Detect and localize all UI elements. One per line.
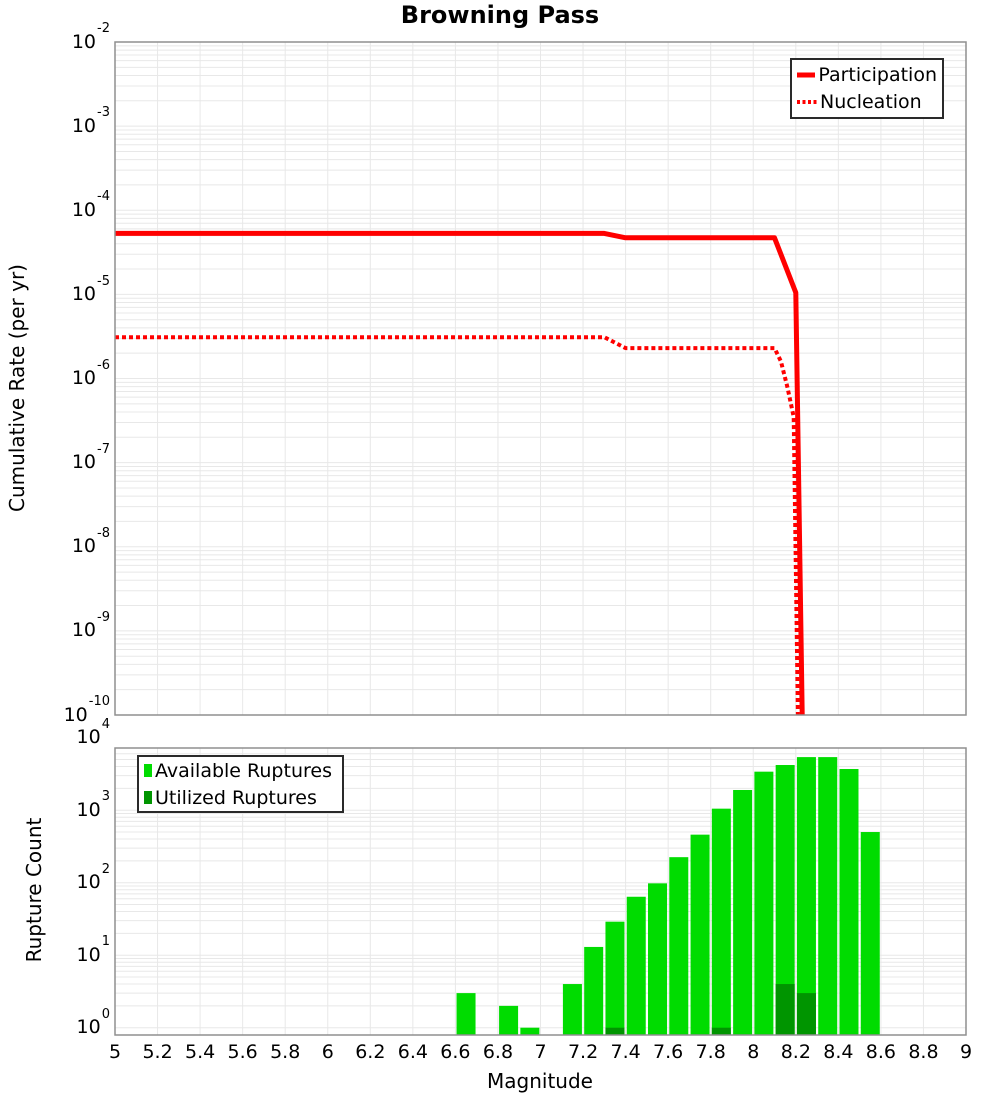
available-bar <box>775 765 795 1035</box>
x-tick-label: 7.6 <box>653 1041 684 1063</box>
available-bar <box>499 1005 519 1035</box>
x-tick-label: 8.6 <box>865 1041 896 1063</box>
x-tick-label: 5.6 <box>227 1041 258 1063</box>
available-bar <box>796 757 816 1035</box>
x-tick-label: 8 <box>747 1041 760 1063</box>
chart-title: Browning Pass <box>400 1 600 29</box>
x-tick-label: 9 <box>959 1041 973 1063</box>
participation-line-icon <box>797 72 816 78</box>
legend-label-nucleation: Nucleation <box>820 91 922 113</box>
available-bar <box>520 1027 540 1035</box>
legend-row-available: Available Ruptures <box>144 759 337 783</box>
available-bar <box>669 857 689 1035</box>
utilized-bar <box>775 984 795 1035</box>
x-tick-label: 5.8 <box>270 1041 301 1063</box>
participation-line <box>115 230 805 716</box>
y-tick-label: 10-5 <box>71 273 110 305</box>
x-tick-label: 8.8 <box>908 1041 939 1063</box>
y-tick-label: 10-7 <box>71 441 110 474</box>
legend-row-nucleation: Nucleation <box>797 90 937 114</box>
y-tick-label: 101 <box>76 934 110 966</box>
available-bar <box>839 769 859 1035</box>
available-bar <box>626 896 646 1035</box>
utilized-bar <box>711 1027 731 1035</box>
available-swatch-icon <box>144 764 152 777</box>
x-tick-label: 5.4 <box>184 1041 216 1063</box>
legend-row-participation: Participation <box>797 63 937 87</box>
y-tick-label: 10-3 <box>71 105 110 137</box>
utilized-swatch-icon <box>144 791 152 804</box>
x-tick-label: 6.2 <box>355 1041 386 1063</box>
x-axis-label-magnitude: Magnitude <box>487 1069 593 1093</box>
available-bar <box>860 832 880 1035</box>
available-bar <box>456 993 476 1035</box>
available-bar <box>648 883 668 1035</box>
legend-label-available: Available Ruptures <box>155 759 332 782</box>
x-tick-label: 6 <box>321 1041 334 1063</box>
legend-label-participation: Participation <box>818 64 937 86</box>
y-tick-label: 10-10 <box>63 694 110 726</box>
x-tick-label: 8.2 <box>780 1041 811 1063</box>
rate-legend: Participation Nucleation <box>790 58 944 119</box>
y-tick-label: 102 <box>76 861 110 894</box>
available-bar <box>605 921 625 1035</box>
x-tick-label: 5.2 <box>142 1041 173 1063</box>
y-tick-label: 10-2 <box>71 21 110 53</box>
y-tick-label: 104 <box>76 716 110 749</box>
available-bar <box>733 789 753 1035</box>
x-tick-label: 6.4 <box>397 1041 428 1063</box>
legend-label-utilized: Utilized Ruptures <box>155 786 317 809</box>
x-tick-label: 7.2 <box>567 1041 599 1063</box>
x-tick-label: 6.6 <box>440 1041 471 1063</box>
y-tick-label: 10-4 <box>71 189 110 221</box>
x-tick-label: 7.4 <box>610 1041 641 1063</box>
x-tick-label: 8.4 <box>823 1041 854 1063</box>
available-bar <box>690 834 710 1035</box>
x-tick-label: 7 <box>534 1041 547 1063</box>
y-tick-label: 10-9 <box>71 610 110 642</box>
y-tick-label: 100 <box>76 1006 110 1039</box>
x-tick-label: 7.8 <box>695 1041 726 1063</box>
available-bar <box>562 984 582 1035</box>
y-tick-label: 103 <box>76 789 110 821</box>
y-tick-label: 10-8 <box>71 525 110 558</box>
x-tick-label: 5 <box>108 1041 122 1063</box>
rupture-legend: Available Ruptures Utilized Ruptures <box>137 755 344 813</box>
nucleation-line-icon <box>797 100 817 104</box>
available-bar <box>584 946 604 1035</box>
y-tick-label: 10-6 <box>71 357 110 389</box>
available-bar <box>711 808 731 1035</box>
rate-panel-frame <box>114 41 967 716</box>
available-bar <box>754 771 774 1035</box>
count-panel-frame <box>114 747 967 1036</box>
nucleation-line <box>115 335 800 716</box>
utilized-bar <box>796 993 816 1035</box>
utilized-bar <box>605 1027 625 1035</box>
legend-row-utilized: Utilized Ruptures <box>144 786 337 810</box>
x-tick-label: 6.8 <box>482 1041 514 1063</box>
available-bar <box>818 757 838 1035</box>
